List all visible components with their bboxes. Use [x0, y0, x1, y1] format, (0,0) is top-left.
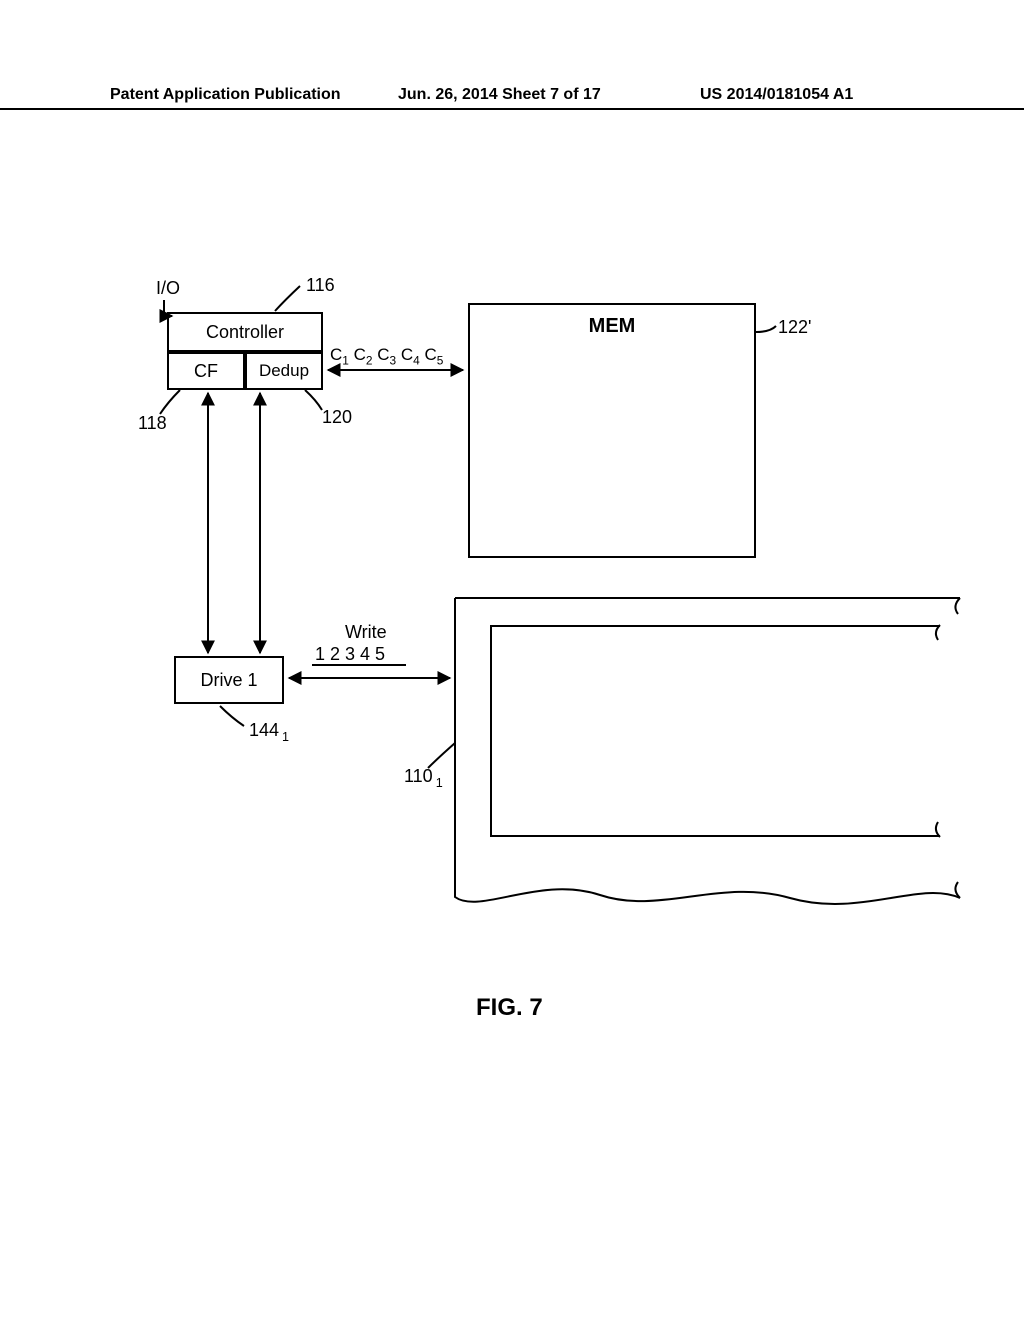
tape-break-top	[955, 598, 960, 614]
leader-110	[428, 743, 455, 768]
leader-122	[756, 326, 776, 332]
inner-break-bot	[936, 822, 940, 837]
io-arrow	[164, 300, 172, 316]
leader-118	[160, 390, 180, 414]
diagram-svg	[0, 0, 1024, 1320]
figure-7-diagram: I/O Controller CF Dedup MEM Drive 1 Writ…	[0, 0, 1024, 1320]
inner-break-top	[936, 625, 940, 640]
tape-outline	[455, 598, 960, 904]
leader-120	[305, 390, 322, 410]
leader-116	[275, 286, 300, 311]
leader-144	[220, 706, 244, 726]
